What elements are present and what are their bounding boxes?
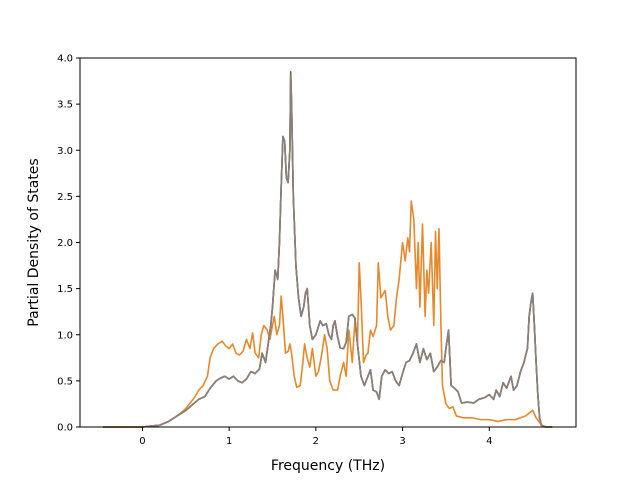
y-axis-label: Partial Density of States — [26, 158, 42, 326]
x-tick-label: 1 — [226, 436, 232, 447]
y-tick-label: 4.0 — [57, 54, 73, 65]
y-tick-label: 0.5 — [57, 376, 73, 387]
y-tick-label: 1.5 — [57, 284, 73, 295]
y-tick-label: 3.5 — [57, 100, 73, 111]
y-tick-label: 3.0 — [57, 146, 73, 157]
x-axis-label: Frequency (THz) — [271, 458, 385, 474]
x-tick-label: 4 — [486, 436, 492, 447]
series-line-3 — [102, 200, 553, 428]
y-axis-ticks: 0.0 0.5 1.0 1.5 2.0 2.5 3.0 3.5 4.0 — [57, 54, 80, 434]
y-tick-label: 2.0 — [57, 238, 73, 249]
series-line-4 — [102, 75, 553, 428]
x-tick-label: 3 — [399, 436, 405, 447]
x-tick-label: 2 — [313, 436, 319, 447]
x-axis-ticks: 0 1 2 3 4 — [139, 427, 492, 447]
y-tick-label: 2.5 — [57, 192, 73, 203]
axes-frame — [79, 57, 577, 428]
x-tick-label: 0 — [139, 436, 145, 447]
y-tick-label: 0.0 — [57, 423, 73, 434]
y-tick-label: 1.0 — [57, 330, 73, 341]
plot-area — [102, 71, 553, 428]
